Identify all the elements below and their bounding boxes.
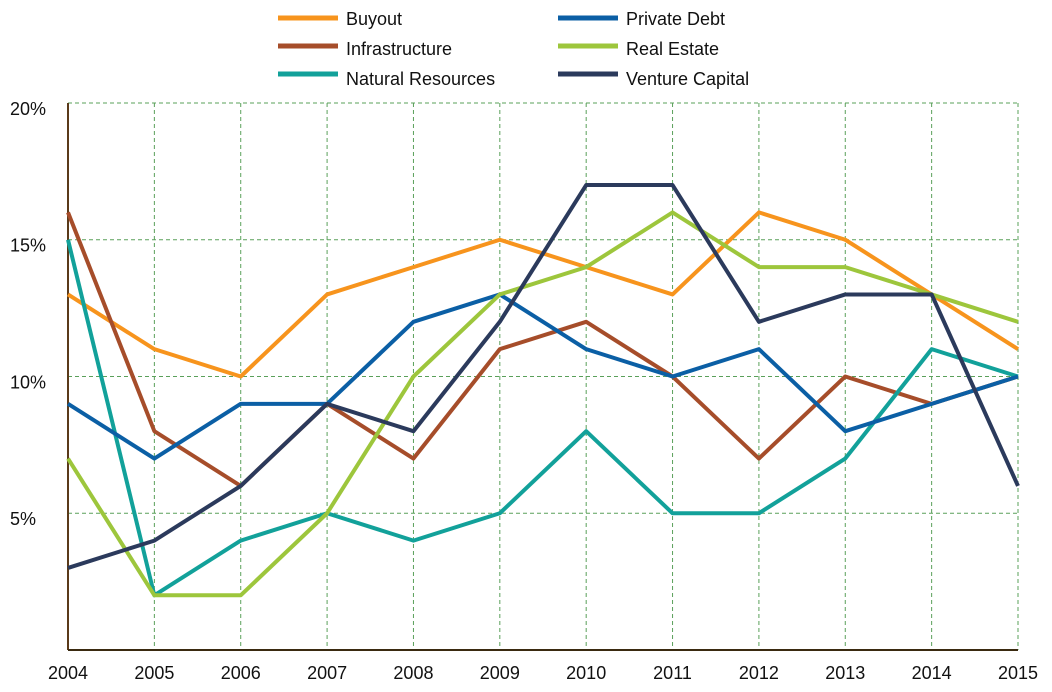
series-line	[66, 239, 1019, 598]
legend-label: Natural Resources	[346, 69, 495, 89]
series-line	[67, 183, 1020, 570]
legend-label: Private Debt	[626, 9, 725, 29]
y-tick-label: 10%	[10, 372, 46, 392]
x-tick-label: 2008	[393, 663, 433, 683]
x-tick-label: 2013	[825, 663, 865, 683]
x-tick-label: 2014	[912, 663, 952, 683]
x-tick-label: 2007	[307, 663, 347, 683]
x-tick-label: 2005	[134, 663, 174, 683]
x-tick-label: 2015	[998, 663, 1038, 683]
x-tick-label: 2011	[653, 663, 692, 683]
x-tick-label: 2006	[221, 663, 261, 683]
series-line	[66, 211, 1019, 488]
series-line	[66, 292, 1019, 461]
legend-label: Real Estate	[626, 39, 719, 59]
y-tick-label: 15%	[10, 236, 46, 256]
x-tick-label: 2012	[739, 663, 779, 683]
series-line	[66, 210, 1019, 598]
legend-label: Venture Capital	[626, 69, 749, 89]
x-tick-label: 2010	[566, 663, 606, 683]
x-tick-label: 2004	[48, 663, 88, 683]
y-tick-label: 20%	[10, 99, 46, 119]
y-tick-label: 5%	[10, 509, 36, 529]
legend-label: Buyout	[346, 9, 402, 29]
x-tick-label: 2009	[480, 663, 520, 683]
legend-label: Infrastructure	[346, 39, 452, 59]
